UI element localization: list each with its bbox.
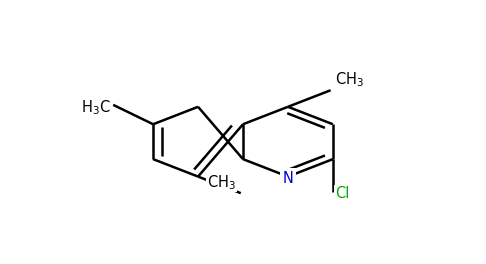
Text: N: N: [282, 171, 294, 186]
Text: Cl: Cl: [335, 186, 349, 201]
Text: CH$_3$: CH$_3$: [335, 70, 364, 89]
Text: H$_3$C: H$_3$C: [81, 98, 111, 116]
Text: CH$_3$: CH$_3$: [207, 173, 236, 192]
